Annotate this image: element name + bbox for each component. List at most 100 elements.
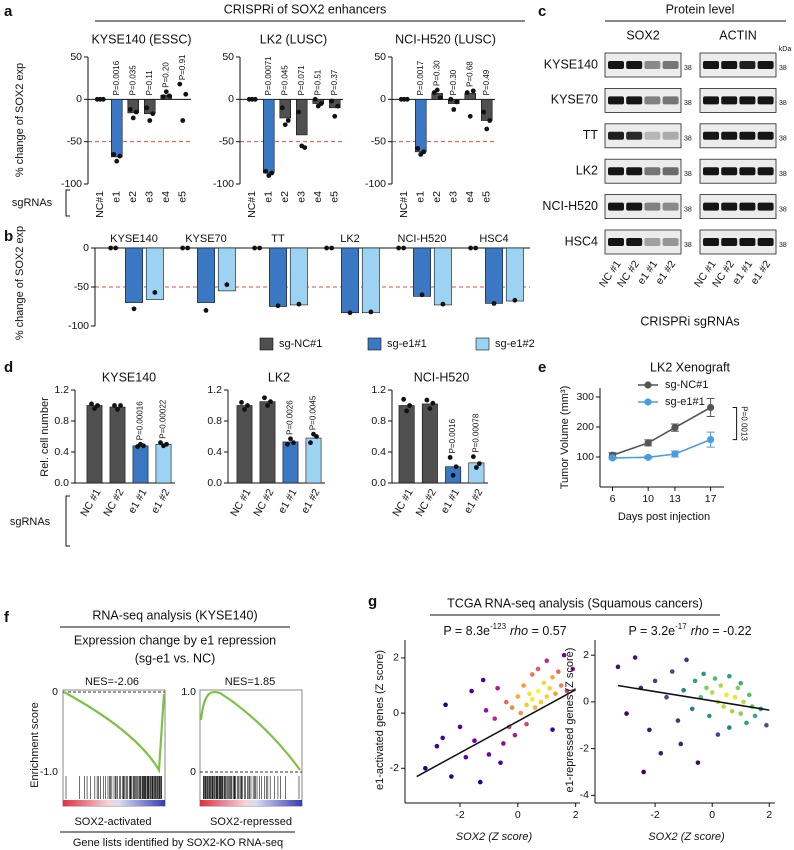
point <box>434 743 440 749</box>
point <box>764 722 769 728</box>
replicate-dot <box>115 406 120 412</box>
replicate-dot <box>147 118 153 123</box>
legend-swatch <box>475 337 490 351</box>
bar <box>433 247 452 306</box>
x-tick-label: e1 <box>415 191 427 203</box>
x-tick-label: 13 <box>669 493 681 505</box>
point <box>564 688 570 694</box>
chart-title: LK2 (LUSC) <box>260 32 327 46</box>
y-tick-label: 50 <box>222 51 234 63</box>
y-axis-label: Tumor Volume (mm³) <box>559 386 571 490</box>
cell-line-label: KYSE70 <box>551 93 598 107</box>
p-value: P=0.49 <box>482 69 491 95</box>
band <box>757 61 774 69</box>
replicate-dot <box>296 109 302 115</box>
replicate-dot <box>291 440 296 446</box>
band <box>662 131 679 140</box>
rank-bar <box>200 800 302 806</box>
point <box>738 680 744 686</box>
point <box>724 692 729 698</box>
point <box>727 673 732 679</box>
panel-label: g <box>368 593 377 610</box>
replicate-dot <box>473 245 479 251</box>
replicate-dot <box>183 91 189 97</box>
band <box>757 238 774 246</box>
cell-line-label: NCI-H520 <box>542 199 598 213</box>
p-value: P=0.51 <box>313 69 322 95</box>
replicate-dot <box>470 454 476 460</box>
replicate-dot <box>131 306 137 312</box>
p-value: P=0.91 <box>178 54 187 80</box>
bar <box>282 441 299 484</box>
replicate-dot <box>144 105 150 111</box>
group-label: KYSE70 <box>185 233 227 245</box>
replicate-dot <box>440 301 446 307</box>
bar <box>111 99 123 158</box>
marker <box>608 454 617 462</box>
band <box>739 202 756 211</box>
replicate-dot <box>262 395 267 401</box>
x-tick-label: 0 <box>709 809 715 821</box>
replicate-dot <box>481 109 487 115</box>
marker-label: 38 <box>684 242 692 249</box>
band <box>662 167 679 176</box>
x-tick-label: NC#1 <box>398 191 410 218</box>
marker-label: 38 <box>684 100 692 107</box>
y-tick-label: -100 <box>61 178 82 190</box>
x-tick-label: e1 #2 <box>299 487 323 516</box>
y-tick-label: 0 <box>380 93 386 105</box>
p-exponent: -123 <box>490 622 507 631</box>
replicate-dot <box>263 168 269 174</box>
replicate-dot <box>448 96 454 102</box>
point <box>701 671 706 677</box>
x-tick-label: e3 <box>144 191 156 203</box>
point <box>477 779 483 785</box>
x-tick-label: 2 <box>766 809 772 821</box>
y-tick-label: 2 <box>583 649 589 661</box>
y-tick-label: 1.0 <box>181 686 196 698</box>
bar <box>448 99 460 104</box>
band <box>626 167 643 176</box>
replicate-dot <box>112 403 117 408</box>
band <box>608 131 624 140</box>
y-tick-label: 0.4 <box>54 446 69 458</box>
band <box>757 131 774 140</box>
chart-title: NCI-H520 (LUSC) <box>395 32 496 46</box>
cell-line-label: TT <box>583 128 599 142</box>
replicate-dot <box>447 455 453 460</box>
point <box>675 718 681 723</box>
y-axis-label: % change of SOX2 exp <box>14 63 26 177</box>
band <box>644 202 661 211</box>
group-label: NCI-H520 <box>398 233 447 245</box>
subtitle: (sg-e1 vs. NC) <box>135 651 216 665</box>
y-tick-label: 0 <box>228 93 234 105</box>
band <box>739 167 756 176</box>
p-value: P=0.20 <box>161 62 170 88</box>
band <box>703 96 719 105</box>
replicate-dot <box>450 472 456 478</box>
p-value: P=0.0016 <box>112 60 121 95</box>
band <box>626 96 643 105</box>
point <box>695 760 701 765</box>
bar <box>481 99 493 121</box>
point <box>443 702 448 708</box>
bracket <box>65 495 70 547</box>
replicate-dot <box>203 308 209 313</box>
point <box>747 692 752 698</box>
y-tick-label: 0.0 <box>371 477 386 489</box>
point <box>727 725 732 730</box>
replicate-dot <box>158 440 163 446</box>
point <box>509 705 515 710</box>
cell-line-label: HSC4 <box>565 234 598 248</box>
band <box>739 238 756 246</box>
point <box>735 685 741 691</box>
panel-title: RNA-seq analysis (KYSE140) <box>92 608 257 622</box>
replicate-dot <box>427 406 433 411</box>
x-tick-label: e3 <box>448 191 460 203</box>
replicate-dot <box>512 297 518 303</box>
panel-label: d <box>4 359 13 376</box>
x-tick-label: NC#1 <box>246 191 258 218</box>
replicate-dot <box>430 400 436 406</box>
significance-bracket <box>732 407 738 441</box>
band <box>757 167 774 176</box>
